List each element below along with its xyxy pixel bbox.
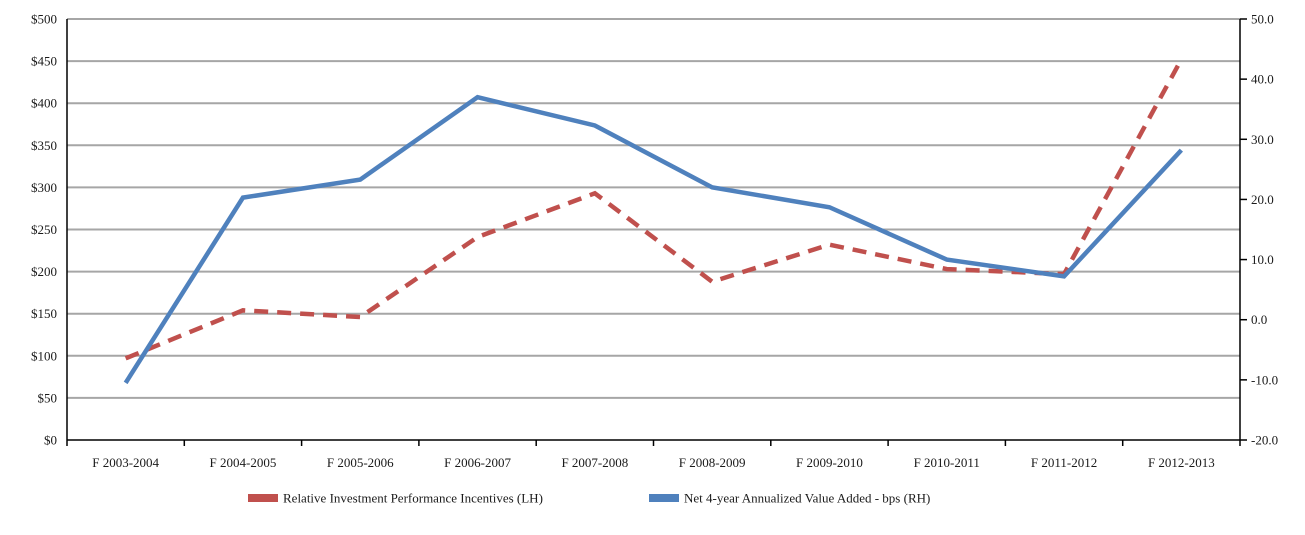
- series-line-incentives: [124, 58, 1184, 361]
- x-axis-tick-label: F 2011-2012: [1031, 455, 1097, 470]
- legend-swatch: [248, 494, 278, 502]
- left-axis-tick-label: $450: [31, 54, 57, 69]
- x-axis-tick-label: F 2012-2013: [1148, 455, 1215, 470]
- legend-swatch: [649, 494, 679, 502]
- left-axis-tick-label: $150: [31, 306, 57, 321]
- axes: $0 $50 $100 $150 $200 $250 $300 $350 $400 $450 $50…: [31, 12, 1278, 471]
- x-axis-tick-label: F 2009-2010: [796, 455, 863, 470]
- right-axis-tick-label: -10.0: [1251, 372, 1278, 387]
- right-axis-tick-label: 10.0: [1251, 252, 1274, 267]
- x-axis-tick-label: F 2010-2011: [914, 455, 980, 470]
- left-axis-tick-label: $300: [31, 180, 57, 195]
- x-axis-tick-label: F 2004-2005: [210, 455, 277, 470]
- gridlines: [67, 18, 1240, 399]
- left-axis-tick-label: $200: [31, 264, 57, 279]
- left-axis-tick-label: $500: [31, 12, 57, 27]
- x-axis-tick-label: F 2007-2008: [561, 455, 628, 470]
- right-axis-tick-label: 30.0: [1251, 132, 1274, 147]
- legend: Relative Investment Performance Incentiv…: [248, 491, 930, 506]
- right-axis-tick-label: -20.0: [1251, 433, 1278, 448]
- left-axis-tick-label: $0: [44, 433, 57, 448]
- x-axis-tick-label: F 2003-2004: [92, 455, 159, 470]
- x-axis-tick-label: F 2006-2007: [444, 455, 511, 470]
- x-axis-tick-label: F 2005-2006: [327, 455, 394, 470]
- x-axis-tick-label: F 2008-2009: [679, 455, 746, 470]
- series-lines: [123, 58, 1184, 385]
- legend-label: Relative Investment Performance Incentiv…: [283, 491, 543, 506]
- left-axis-tick-label: $250: [31, 222, 57, 237]
- left-axis-tick-label: $50: [38, 390, 58, 405]
- right-axis-tick-label: 50.0: [1251, 12, 1274, 27]
- left-axis-tick-label: $350: [31, 138, 57, 153]
- right-axis-tick-label: 20.0: [1251, 192, 1274, 207]
- right-axis-tick-label: 0.0: [1251, 312, 1267, 327]
- series-line-value-added: [123, 94, 1183, 385]
- right-axis-tick-label: 40.0: [1251, 72, 1274, 87]
- left-axis-tick-label: $400: [31, 96, 57, 111]
- left-axis-tick-label: $100: [31, 348, 57, 363]
- legend-label: Net 4-year Annualized Value Added - bps …: [684, 491, 930, 506]
